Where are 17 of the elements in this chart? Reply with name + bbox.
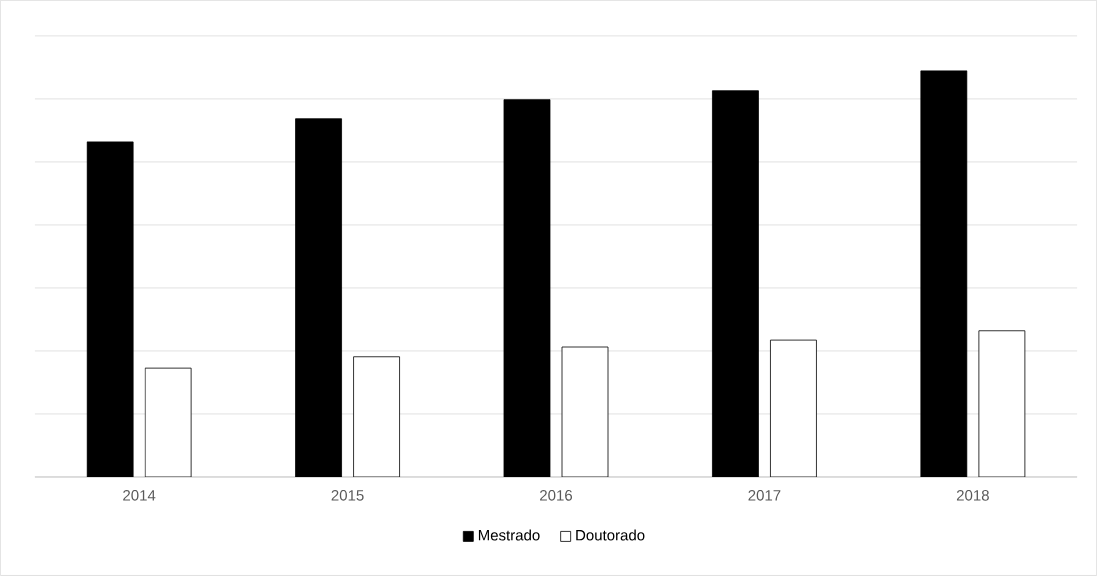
x-tick-label: 2018 xyxy=(956,490,989,501)
bar xyxy=(144,367,192,478)
x-tick-label: 2017 xyxy=(748,490,781,501)
bar xyxy=(353,356,400,478)
x-tick-label: 2014 xyxy=(123,490,156,501)
x-tick-label: 2015 xyxy=(331,490,364,501)
bar xyxy=(978,330,1026,478)
x-tick-label: 2016 xyxy=(540,490,573,501)
bar xyxy=(712,90,759,478)
bar xyxy=(920,70,968,478)
legend-label: Mestrado xyxy=(478,529,540,541)
bar xyxy=(503,99,551,478)
bar xyxy=(561,346,609,478)
bar xyxy=(86,141,134,478)
bar xyxy=(770,339,817,478)
legend-label: Doutorado xyxy=(576,529,645,541)
bar xyxy=(295,118,342,478)
